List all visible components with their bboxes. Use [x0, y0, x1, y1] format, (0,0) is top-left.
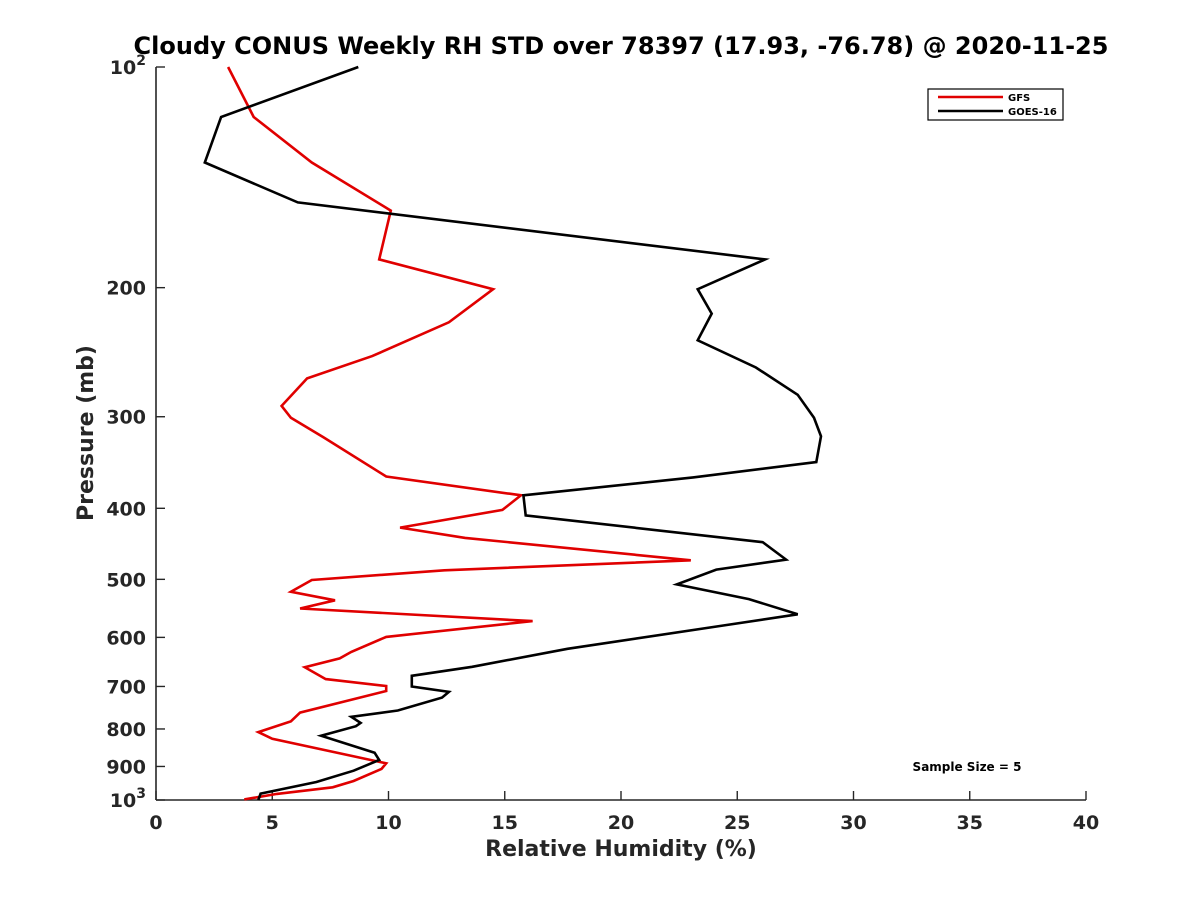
y-tick-label: 200 — [106, 278, 146, 300]
legend-goes16-label: GOES-16 — [1008, 107, 1057, 118]
legend-box — [927, 88, 1064, 121]
legend: GFS GOES-16 — [927, 88, 1064, 121]
chart-title: Cloudy CONUS Weekly RH STD over 78397 (1… — [134, 32, 1109, 60]
y-tick-label: 900 — [106, 756, 146, 778]
y-tick-label: 500 — [106, 569, 146, 591]
series-line-gfs — [226, 66, 691, 801]
y-tick-label: 700 — [106, 676, 146, 698]
series-line-goes16 — [203, 65, 823, 801]
y-tick-label: 600 — [106, 627, 146, 649]
x-tick-label: 15 — [492, 812, 518, 834]
y-axis-label: Pressure (mb) — [74, 345, 99, 521]
plot-area: 0 5 10 15 20 25 30 35 40 102 200 300 400 500 600 700 80… — [106, 53, 1099, 834]
x-tick-label: 30 — [840, 812, 866, 834]
series-lines — [203, 65, 823, 801]
legend-gfs-label: GFS — [1008, 93, 1030, 104]
plot-frame — [156, 67, 1086, 800]
sample-size-annotation: Sample Size = 5 — [913, 760, 1022, 774]
y-tick-label: 102 — [110, 53, 146, 79]
y-tick-label: 800 — [106, 719, 146, 741]
x-tick-label: 40 — [1073, 812, 1099, 834]
y-tick-label: 300 — [106, 407, 146, 429]
y-ticks: 102 200 300 400 500 600 700 800 900 103 — [106, 53, 165, 812]
x-tick-label: 20 — [608, 812, 634, 834]
y-tick-label: 103 — [110, 786, 146, 812]
y-tick-label: 400 — [106, 498, 146, 520]
x-tick-label: 10 — [375, 812, 401, 834]
x-tick-label: 25 — [724, 812, 750, 834]
x-tick-label: 5 — [266, 812, 279, 834]
x-axis-label: Relative Humidity (%) — [485, 837, 757, 862]
x-tick-label: 35 — [957, 812, 983, 834]
x-tick-label: 0 — [149, 812, 162, 834]
x-ticks: 0 5 10 15 20 25 30 35 40 — [149, 791, 1099, 834]
